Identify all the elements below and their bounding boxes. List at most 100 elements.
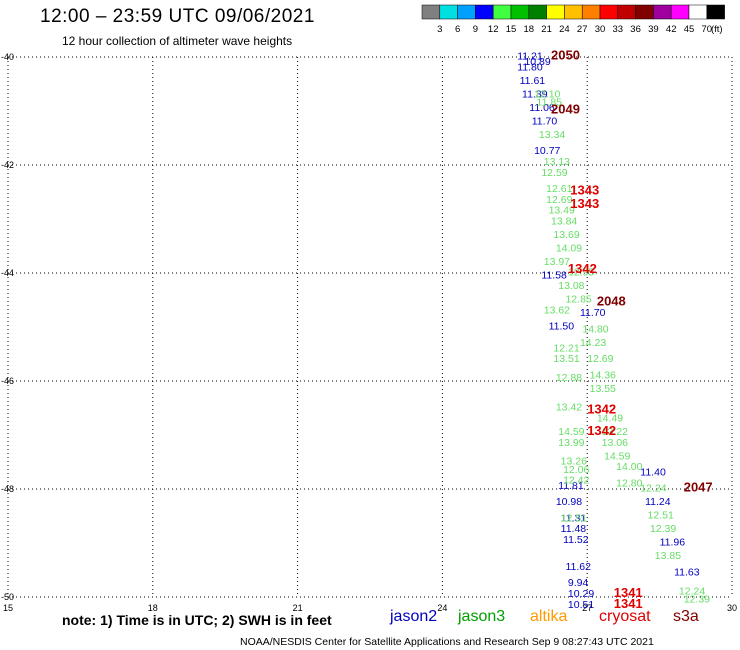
color-scale-label: 70 [702, 24, 713, 35]
wave-height-label: 13.85 [655, 550, 681, 562]
color-scale-label: 3 [437, 24, 442, 35]
y-tick-label: -50 [1, 592, 14, 602]
color-scale-label: 39 [648, 24, 659, 35]
color-scale-label: 24 [559, 24, 570, 35]
wave-height-label: 13.99 [558, 437, 584, 449]
color-scale-label: 36 [630, 24, 641, 35]
pass-number-label: 2049 [551, 102, 580, 117]
footer-credit: NOAA/NESDIS Center for Satellite Applica… [240, 636, 654, 648]
wave-height-label: 11.63 [674, 566, 700, 578]
wave-height-label: 12.06 [563, 464, 589, 476]
pass-number-label: 2048 [597, 293, 626, 308]
y-tick-label: -48 [1, 484, 14, 494]
color-scale-label: 9 [473, 24, 478, 35]
x-tick-label: 30 [727, 603, 737, 613]
wave-height-label: 12.39 [684, 593, 710, 605]
wave-height-label: 11.24 [645, 496, 671, 508]
page-title: 12:00 – 23:59 UTC 09/06/2021 [40, 6, 315, 27]
color-scale-label: 18 [524, 24, 535, 35]
pass-number-label: 1342 [568, 261, 597, 276]
x-tick-label: 27 [582, 603, 592, 613]
wave-height-label: 14.80 [582, 323, 608, 335]
wave-height-label: 12.69 [546, 194, 572, 206]
wave-height-label: 11.21 [517, 51, 543, 63]
wave-height-label: 13.51 [553, 353, 579, 365]
wave-height-label: 12.51 [561, 512, 587, 524]
wave-height-label: 12.10 [534, 89, 560, 101]
color-scale-label: 33 [613, 24, 624, 35]
wave-height-label: 12.24 [679, 585, 705, 597]
pass-number-label: 1341 [614, 585, 643, 600]
wave-height-label: 12.21 [553, 342, 579, 354]
wave-height-label: 13.06 [602, 437, 628, 449]
pass-number-label: 1343 [570, 183, 599, 198]
wave-height-label: 12.59 [541, 167, 567, 179]
wave-height-label: 12.88 [556, 372, 582, 384]
wave-height-label: 11.61 [520, 75, 546, 87]
legend-jason3: jason3 [458, 608, 506, 625]
legend-jason2: jason2 [390, 608, 438, 625]
color-scale-swatch [706, 4, 725, 20]
wave-height-label: 11.48 [561, 523, 587, 535]
color-scale-unit: (ft) [711, 24, 723, 35]
wave-height-label: 12.80 [616, 477, 642, 489]
wave-height-label: 13.34 [539, 129, 565, 141]
wave-height-label: 10.51 [568, 599, 594, 611]
wave-height-label: 13.26 [561, 456, 587, 468]
wave-height-label: 11.81 [558, 480, 584, 492]
wave-height-label: 9.94 [568, 577, 589, 589]
color-scale-label: 42 [666, 24, 677, 35]
legend-altika: altika [530, 608, 568, 625]
y-tick-label: -46 [1, 376, 14, 386]
pass-number-label: 2050 [551, 48, 580, 63]
footer-note: note: 1) Time is in UTC; 2) SWH is in fe… [62, 612, 332, 628]
page-subtitle: 12 hour collection of altimeter wave hei… [62, 34, 293, 48]
wave-height-label: 11.58 [541, 269, 567, 281]
wave-height-label: 13.55 [590, 383, 616, 395]
wave-height-label: 10.77 [534, 145, 560, 157]
y-tick-label: -44 [1, 268, 14, 278]
wave-height-label: 14.59 [558, 426, 584, 438]
wave-height-label: 14.23 [580, 337, 606, 349]
legend-s3a: s3a [673, 608, 699, 625]
wave-height-label: 13.62 [544, 305, 570, 317]
wave-height-label: 10.89 [524, 56, 550, 68]
legend-cryosat: cryosat [599, 608, 651, 625]
color-scale-label: 21 [541, 24, 552, 35]
wave-height-label: 11.70 [532, 116, 558, 128]
pass-number-label: 1343 [570, 196, 599, 211]
wave-height-label: 13.97 [544, 256, 570, 268]
wave-height-label: 12.24 [640, 483, 666, 495]
wave-height-label: 13.42 [556, 402, 582, 414]
x-tick-label: 18 [148, 603, 158, 613]
wave-height-label: 12.85 [565, 294, 591, 306]
x-tick-label: 24 [437, 603, 447, 613]
wave-height-label: 13.22 [602, 426, 628, 438]
color-scale-label: 27 [577, 24, 588, 35]
wave-height-label: 12.51 [648, 510, 674, 522]
y-tick-label: -40 [1, 52, 14, 62]
wave-height-label: 13.13 [544, 156, 570, 168]
wave-height-label: 11.85 [537, 97, 563, 109]
pass-number-label: 1342 [587, 423, 616, 438]
wave-height-label: 11.06 [529, 102, 555, 114]
color-scale-label: 45 [684, 24, 695, 35]
color-scale-label: 6 [455, 24, 460, 35]
wave-height-label: 12.39 [650, 523, 676, 535]
wave-height-label: 11.39 [522, 89, 548, 101]
wave-height-label: 11.40 [640, 467, 666, 479]
wave-height-label: 12.42 [563, 475, 589, 487]
color-scale-label: 30 [595, 24, 606, 35]
wave-height-label: 13.49 [549, 205, 575, 217]
color-scale-label: 12 [488, 24, 499, 35]
x-tick-label: 15 [3, 603, 13, 613]
y-tick-label: -42 [1, 160, 14, 170]
wave-height-label: 10.29 [568, 588, 594, 600]
wave-height-label: 10.98 [556, 496, 582, 508]
wave-height-label: 13.69 [553, 229, 579, 241]
wave-height-label: 13.08 [558, 280, 584, 292]
x-tick-label: 21 [293, 603, 303, 613]
wave-height-label: 12.61 [546, 183, 572, 195]
wave-height-label: 12.69 [587, 353, 613, 365]
